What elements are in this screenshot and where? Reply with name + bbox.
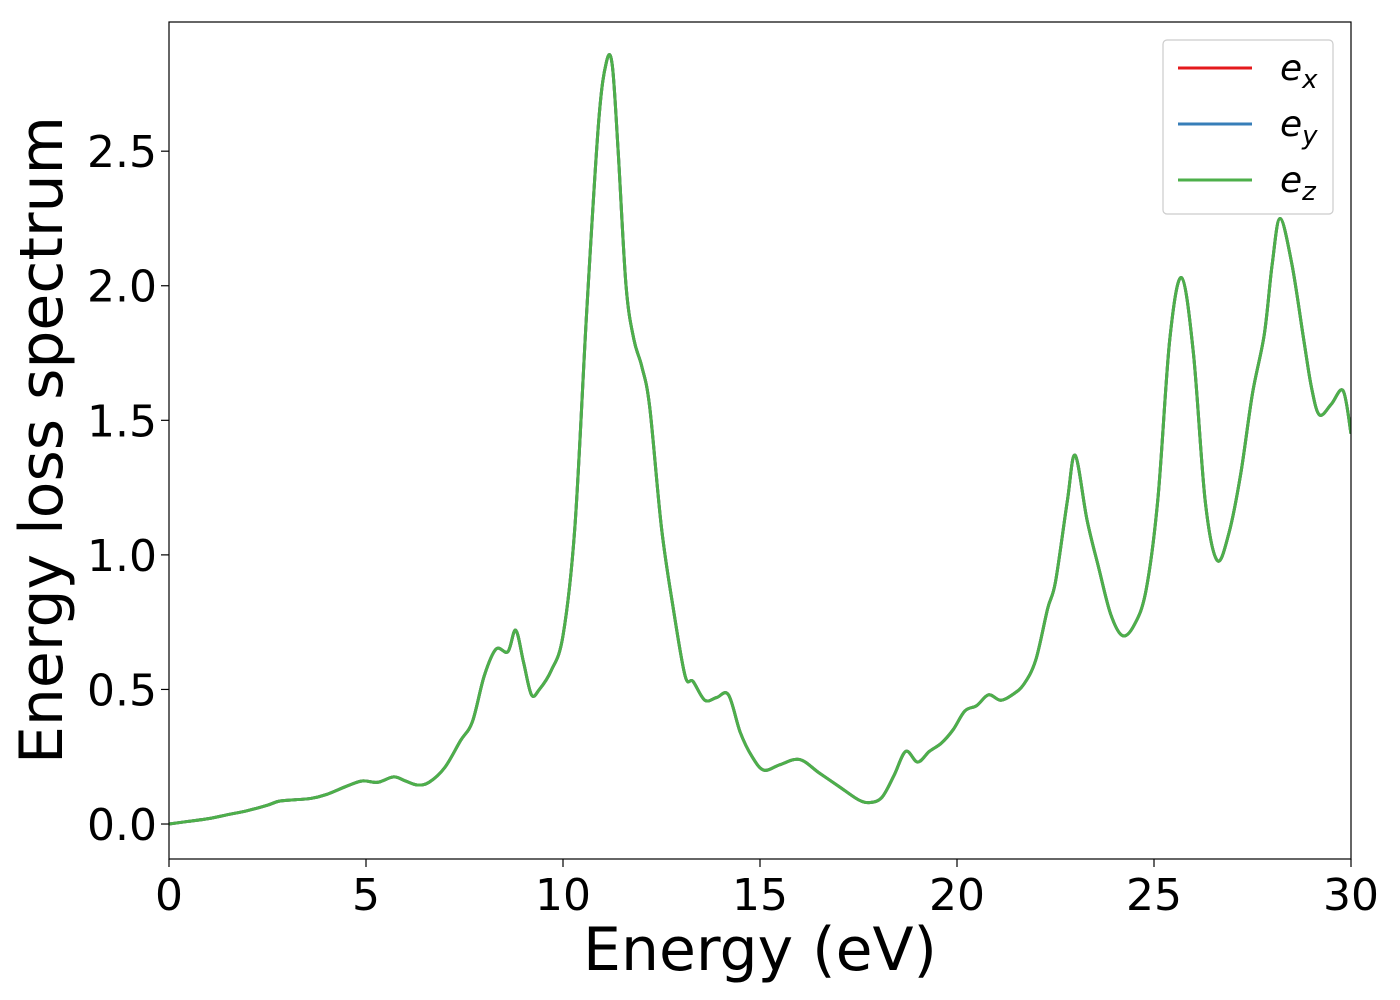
y-tick-label: 2.5 <box>87 127 157 178</box>
y-tick-label: 2.0 <box>87 262 157 313</box>
y-tick-label: 0.5 <box>87 665 157 716</box>
legend-label-ex: ex <box>1280 48 1318 95</box>
x-axis: 0 5 10 15 20 25 30 <box>155 859 1379 921</box>
legend: ex ey ez <box>1162 39 1334 215</box>
y-axis: 0.0 0.5 1.0 1.5 2.0 2.5 <box>87 127 169 851</box>
series-layer <box>169 52 1351 826</box>
x-tick-label: 15 <box>732 870 788 921</box>
y-tick-label: 0.0 <box>87 800 157 851</box>
x-tick-label: 25 <box>1126 870 1182 921</box>
x-tick-label: 5 <box>352 870 380 921</box>
legend-box <box>1162 39 1334 215</box>
x-tick-label: 10 <box>535 870 591 921</box>
y-tick-label: 1.5 <box>87 396 157 447</box>
x-axis-label: Energy (eV) <box>583 915 937 985</box>
y-tick-label: 1.0 <box>87 531 157 582</box>
legend-label-ez: ez <box>1280 160 1317 207</box>
series-line-e-z <box>169 52 1351 826</box>
y-axis-label: Energy loss spectrum <box>7 116 77 764</box>
x-tick-label: 30 <box>1323 870 1379 921</box>
legend-label-ey: ey <box>1280 104 1318 151</box>
x-tick-label: 20 <box>929 870 985 921</box>
x-tick-label: 0 <box>155 870 183 921</box>
